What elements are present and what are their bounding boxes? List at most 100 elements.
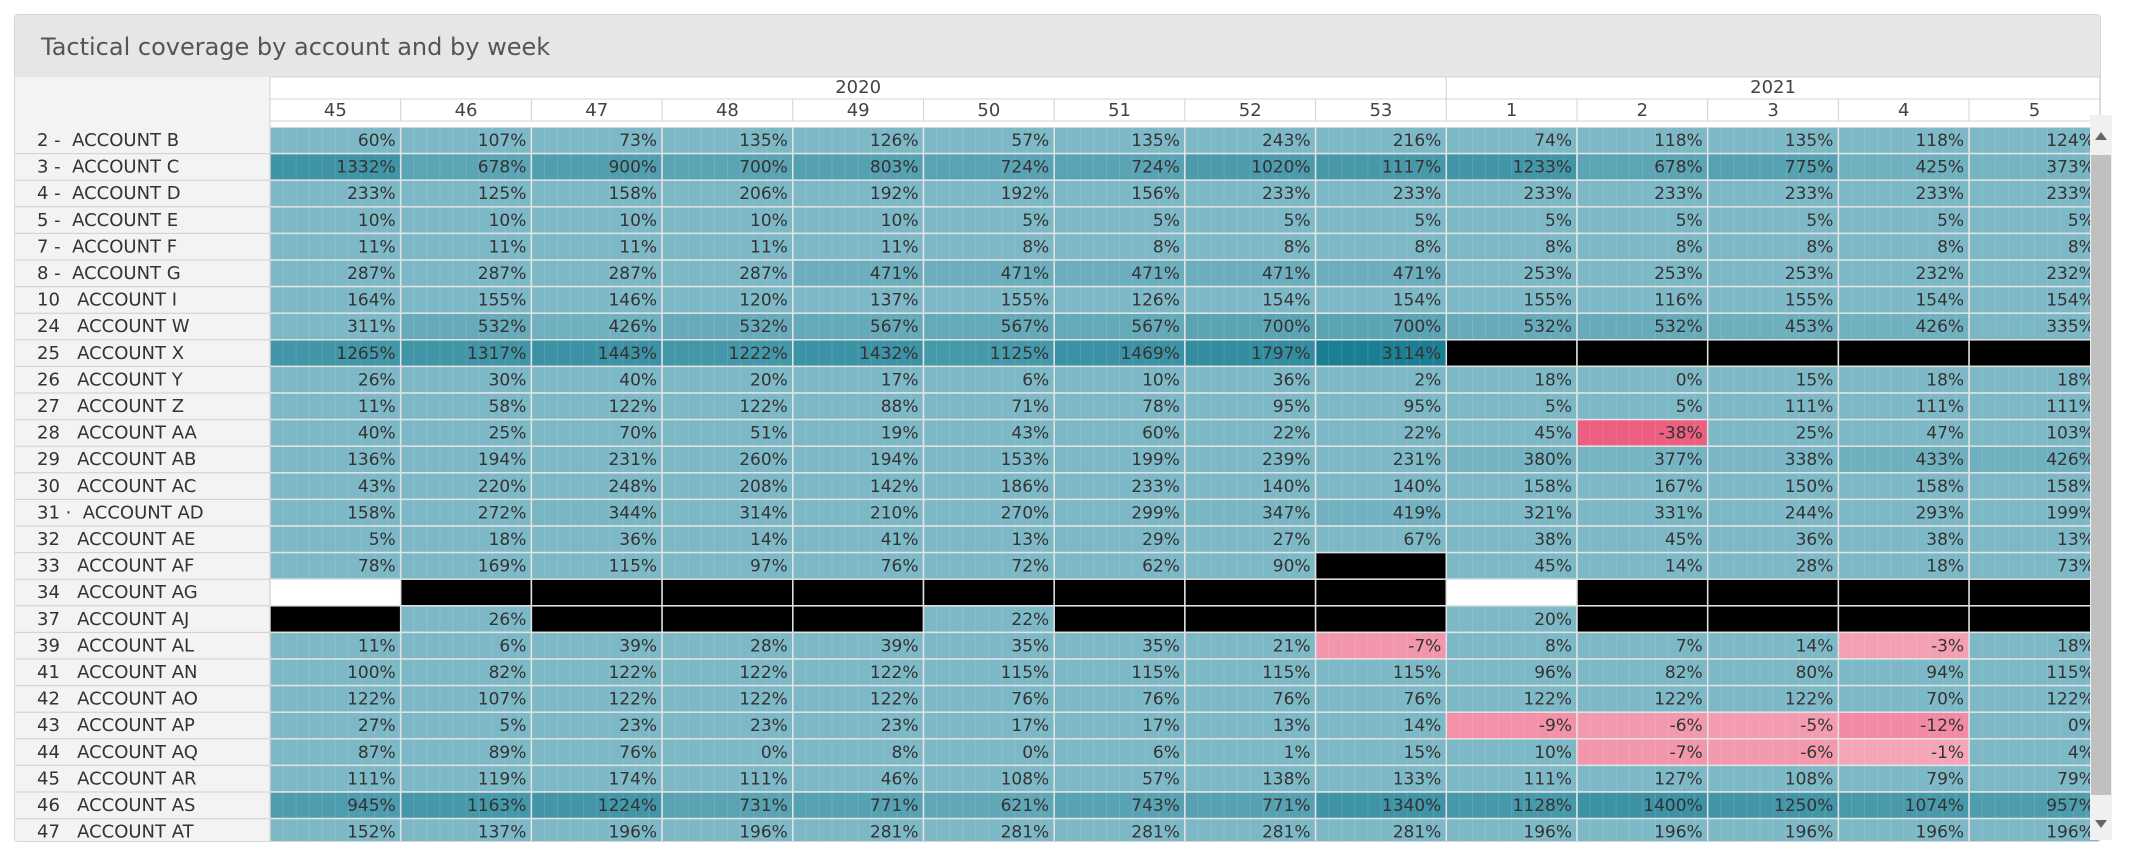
cell-value: 76% <box>619 743 657 763</box>
cell-value: 8% <box>1414 237 1441 257</box>
heatmap-cell <box>1314 445 1448 474</box>
cell-value: 135% <box>1785 131 1834 151</box>
heatmap-cell <box>1445 418 1578 447</box>
cell-value: 79% <box>1926 769 1964 789</box>
heatmap-cell <box>792 418 925 447</box>
cell-value: 1340% <box>1382 796 1441 816</box>
heatmap-cell <box>1968 232 2100 261</box>
cell-value: 220% <box>478 477 527 497</box>
heatmap-cell <box>530 259 663 288</box>
heatmap-cell <box>661 605 794 634</box>
cell-value: 95% <box>1404 397 1442 417</box>
heatmap-cell <box>922 259 1055 288</box>
cell-value: 111% <box>739 769 788 789</box>
heatmap-cell <box>1706 472 1840 501</box>
heatmap-cell <box>1576 764 1709 793</box>
cell-value: 115% <box>1262 663 1311 683</box>
heatmap-cell <box>269 525 402 554</box>
cell-value: 731% <box>739 796 788 816</box>
cell-value: 100% <box>347 663 396 683</box>
cell-value: 18% <box>1926 370 1964 390</box>
cell-value: 142% <box>870 477 919 497</box>
heatmap-cell <box>1706 551 1840 580</box>
cell-value: 233% <box>2046 184 2095 204</box>
cell-value: 700% <box>1262 317 1311 337</box>
heatmap-cell <box>1445 472 1578 501</box>
cell-value: 775% <box>1785 158 1834 178</box>
cell-value: 22% <box>1404 424 1442 444</box>
scroll-down-icon[interactable] <box>2095 820 2107 828</box>
heatmap-cell <box>661 339 794 368</box>
heatmap-cell <box>1053 339 1186 368</box>
cell-value: 1163% <box>467 796 526 816</box>
cell-value: 186% <box>1001 477 1050 497</box>
heatmap-cell <box>1576 206 1709 235</box>
cell-value: 164% <box>347 291 396 311</box>
cell-value: 79% <box>2057 769 2095 789</box>
heatmap-cell <box>269 711 402 740</box>
heatmap-cell <box>399 285 533 314</box>
cell-value: 5% <box>1414 211 1441 231</box>
heatmap-cell <box>1968 418 2100 447</box>
week-label: 45 <box>324 100 347 121</box>
cell-value: 233% <box>1523 184 1572 204</box>
heatmap-cell <box>1053 365 1186 394</box>
account-label: 5 - ACCOUNT E <box>37 210 178 231</box>
scrollbar-thumb[interactable] <box>2091 155 2111 795</box>
heatmap-cell <box>1314 312 1448 341</box>
vertical-scrollbar[interactable] <box>2086 115 2116 840</box>
cell-value: 156% <box>1131 184 1180 204</box>
cell-value: 419% <box>1393 503 1442 523</box>
cell-value: 5% <box>1545 211 1572 231</box>
heatmap-cell <box>269 605 402 634</box>
cell-value: 118% <box>1915 131 1964 151</box>
heatmap-cell <box>792 738 925 767</box>
week-label: 2 <box>1637 100 1648 121</box>
cell-value: 17% <box>1011 716 1049 736</box>
cell-value: 1222% <box>728 344 787 364</box>
cell-value: 281% <box>870 823 919 841</box>
cell-value: 40% <box>619 370 657 390</box>
heatmap-cell <box>1968 206 2100 235</box>
heatmap-cell <box>269 206 402 235</box>
heatmap-cell <box>1445 365 1578 394</box>
cell-value: 58% <box>489 397 527 417</box>
heatmap-cell <box>922 658 1055 687</box>
heatmap-cell <box>1445 339 1578 368</box>
cell-value: 314% <box>739 503 788 523</box>
cell-value: 120% <box>739 291 788 311</box>
heatmap-cell <box>1053 764 1186 793</box>
heatmap-cell <box>792 127 925 155</box>
cell-value: 1469% <box>1120 344 1179 364</box>
cell-value: 281% <box>1262 823 1311 841</box>
heatmap-cell <box>1053 152 1186 181</box>
heatmap-cell <box>1968 339 2100 368</box>
cell-value: 425% <box>1915 158 1964 178</box>
cell-value: 199% <box>1131 450 1180 470</box>
heatmap-cell <box>1576 578 1709 607</box>
cell-value: 678% <box>478 158 527 178</box>
heatmap-cell <box>1314 631 1448 660</box>
account-label: 32 ACCOUNT AE <box>37 529 195 550</box>
heatmap-cell <box>1053 605 1186 634</box>
heatmap-cell <box>399 684 533 713</box>
week-label: 4 <box>1898 100 1909 121</box>
account-label: 37 ACCOUNT AJ <box>37 609 189 630</box>
cell-value: 8% <box>1545 237 1572 257</box>
cell-value: 287% <box>347 264 396 284</box>
year-label: 2020 <box>835 77 881 98</box>
cell-value: 122% <box>608 663 657 683</box>
cell-value: 41% <box>881 530 919 550</box>
heatmap-cell <box>399 259 533 288</box>
cell-value: 76% <box>1404 690 1442 710</box>
scroll-up-icon[interactable] <box>2095 132 2107 140</box>
account-label: 28 ACCOUNT AA <box>37 423 198 444</box>
cell-value: 122% <box>2046 690 2095 710</box>
cell-value: 107% <box>478 690 527 710</box>
heatmap-cell <box>1706 179 1840 208</box>
cell-value: 471% <box>1001 264 1050 284</box>
cell-value: 122% <box>608 690 657 710</box>
cell-value: 260% <box>739 450 788 470</box>
cell-value: 0% <box>1676 370 1703 390</box>
cell-value: 126% <box>1131 291 1180 311</box>
